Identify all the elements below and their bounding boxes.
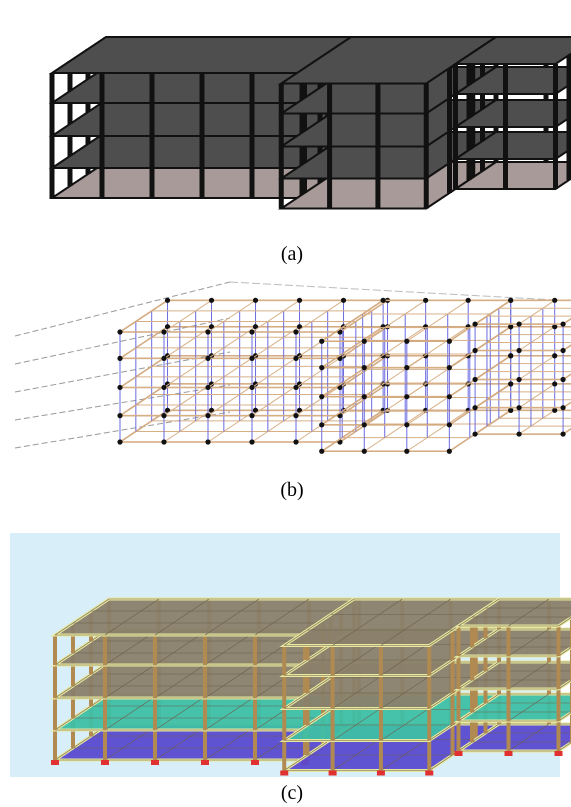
node <box>381 298 386 303</box>
support <box>329 771 337 776</box>
caption: (a) <box>281 243 303 265</box>
node <box>319 394 324 399</box>
node <box>552 381 557 386</box>
node <box>472 405 477 410</box>
node <box>205 385 210 390</box>
node <box>362 365 367 370</box>
node <box>447 449 452 454</box>
figure: (a) (b) (c) <box>0 0 571 807</box>
node <box>508 298 513 303</box>
node <box>362 449 367 454</box>
node <box>205 413 210 418</box>
node <box>508 408 513 413</box>
node <box>205 329 210 334</box>
node <box>249 329 254 334</box>
node <box>117 356 122 361</box>
node <box>508 324 513 329</box>
node <box>516 377 521 382</box>
node <box>472 377 477 382</box>
panel-a-model <box>52 37 571 209</box>
node <box>293 385 298 390</box>
node <box>293 439 298 444</box>
node <box>447 422 452 427</box>
node <box>560 405 565 410</box>
node <box>249 439 254 444</box>
node <box>560 377 565 382</box>
node <box>560 321 565 326</box>
support <box>151 760 159 765</box>
node <box>165 298 170 303</box>
node <box>447 394 452 399</box>
node <box>161 385 166 390</box>
node <box>161 356 166 361</box>
node <box>253 298 258 303</box>
node <box>447 365 452 370</box>
node <box>423 298 428 303</box>
node <box>516 405 521 410</box>
node <box>404 365 409 370</box>
node <box>205 356 210 361</box>
node <box>117 385 122 390</box>
support <box>101 760 109 765</box>
node <box>516 321 521 326</box>
support <box>251 760 259 765</box>
node <box>404 339 409 344</box>
node <box>362 394 367 399</box>
node <box>362 422 367 427</box>
node <box>249 356 254 361</box>
node <box>209 298 214 303</box>
node <box>404 394 409 399</box>
support <box>455 751 463 756</box>
node <box>205 439 210 444</box>
node <box>249 413 254 418</box>
node <box>466 298 471 303</box>
node <box>293 356 298 361</box>
support <box>505 751 513 756</box>
support <box>377 771 385 776</box>
node <box>472 431 477 436</box>
node <box>404 449 409 454</box>
panel-c-model <box>51 599 571 776</box>
node <box>362 339 367 344</box>
node <box>161 413 166 418</box>
node <box>117 413 122 418</box>
support <box>425 771 433 776</box>
node <box>552 353 557 358</box>
node <box>319 449 324 454</box>
support <box>555 751 563 756</box>
support <box>201 760 209 765</box>
node <box>552 324 557 329</box>
node <box>508 353 513 358</box>
node <box>472 348 477 353</box>
page: {"figure": {"panels": [{"caption": "(a)"… <box>0 0 571 807</box>
node <box>161 329 166 334</box>
node <box>516 431 521 436</box>
node <box>117 329 122 334</box>
node <box>249 385 254 390</box>
node <box>293 413 298 418</box>
node <box>516 348 521 353</box>
node <box>560 348 565 353</box>
node <box>508 381 513 386</box>
node <box>319 339 324 344</box>
node <box>472 321 477 326</box>
node <box>404 422 409 427</box>
node <box>560 431 565 436</box>
support <box>280 771 288 776</box>
node <box>161 439 166 444</box>
node <box>447 339 452 344</box>
node <box>552 298 557 303</box>
caption: (c) <box>281 782 303 804</box>
node <box>552 408 557 413</box>
caption: (b) <box>280 479 303 501</box>
node <box>293 329 298 334</box>
support <box>51 760 59 765</box>
node <box>117 439 122 444</box>
node <box>297 298 302 303</box>
node <box>341 298 346 303</box>
node <box>319 422 324 427</box>
node <box>319 365 324 370</box>
